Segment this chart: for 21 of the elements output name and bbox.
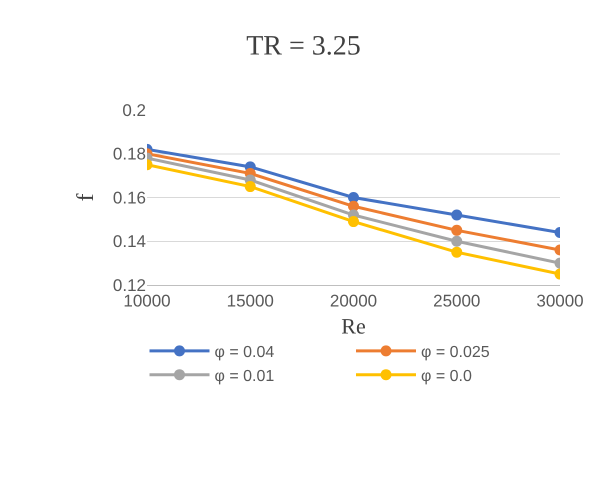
y-tick-label: 0.18 (112, 144, 146, 164)
point (451, 246, 462, 258)
legend-label: φ = 0.04 (214, 344, 274, 362)
point (451, 224, 462, 236)
chart-title: TR = 3.25 (246, 30, 361, 62)
legend-label: φ = 0.0 (421, 368, 472, 385)
point (451, 210, 462, 220)
x-tick-label: 30000 (536, 291, 584, 310)
x-tick-label: 15000 (226, 291, 274, 310)
x-tick-label: 20000 (330, 291, 378, 310)
x-tick-label: 25000 (433, 291, 480, 310)
y-tick-label: 0.2 (122, 100, 146, 120)
y-axis-title: f (73, 194, 100, 202)
legend-label: φ = 0.01 (214, 368, 274, 385)
y-tick-label: 0.14 (112, 232, 146, 252)
x-axis-title: Re (341, 313, 366, 338)
legend-label: φ = 0.025 (421, 344, 490, 362)
point (348, 216, 359, 228)
point (451, 236, 462, 247)
point (244, 181, 256, 192)
y-tick-label: 0.16 (112, 188, 146, 208)
